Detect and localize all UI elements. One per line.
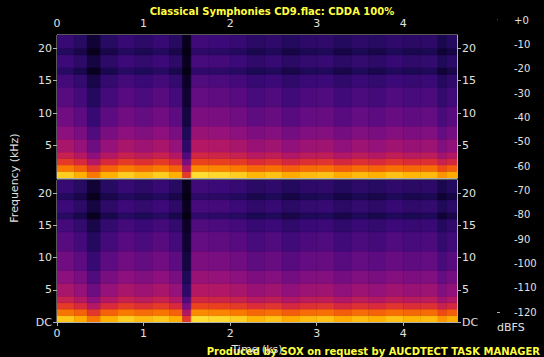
svg-text:10: 10 (462, 107, 476, 120)
svg-text:10: 10 (38, 251, 52, 264)
svg-text:10: 10 (462, 251, 476, 264)
svg-text:2: 2 (227, 17, 234, 30)
svg-text:-100: -100 (514, 258, 537, 269)
svg-text:5: 5 (45, 139, 52, 152)
svg-text:1: 1 (140, 17, 147, 30)
svg-text:dBFS: dBFS (497, 321, 525, 334)
svg-text:5: 5 (462, 139, 469, 152)
svg-text:5: 5 (462, 283, 469, 296)
svg-text:-40: -40 (514, 112, 530, 123)
svg-text:-120: -120 (514, 307, 537, 318)
svg-text:0: 0 (54, 17, 61, 30)
svg-text:-80: -80 (514, 209, 530, 220)
svg-text:15: 15 (38, 74, 52, 87)
svg-text:+0: +0 (514, 15, 529, 26)
svg-text:0: 0 (54, 327, 61, 340)
svg-text:3: 3 (313, 327, 320, 340)
svg-text:Frequency (kHz): Frequency (kHz) (8, 133, 21, 222)
svg-text:20: 20 (462, 187, 476, 200)
svg-text:4: 4 (400, 327, 407, 340)
svg-text:-10: -10 (514, 39, 530, 50)
svg-text:Time (ks): Time (ks) (230, 343, 282, 356)
svg-text:Classical Symphonies CD9.flac:: Classical Symphonies CD9.flac: CDDA 100% (150, 6, 395, 17)
svg-text:-70: -70 (514, 185, 530, 196)
svg-text:-60: -60 (514, 161, 530, 172)
svg-text:20: 20 (38, 187, 52, 200)
svg-text:5: 5 (45, 283, 52, 296)
svg-text:10: 10 (38, 107, 52, 120)
svg-text:3: 3 (313, 17, 320, 30)
svg-text:4: 4 (400, 17, 407, 30)
svg-text:Produced by SOX on request by: Produced by SOX on request by AUCDTECT T… (206, 345, 540, 357)
svg-text:2: 2 (227, 327, 234, 340)
svg-text:-30: -30 (514, 88, 530, 99)
svg-text:15: 15 (38, 219, 52, 232)
svg-text:20: 20 (38, 42, 52, 55)
svg-text:15: 15 (462, 74, 476, 87)
svg-text:-50: -50 (514, 136, 530, 147)
svg-text:-110: -110 (514, 282, 537, 293)
svg-text:DC: DC (36, 316, 52, 329)
svg-text:1: 1 (140, 327, 147, 340)
svg-text:DC: DC (462, 316, 478, 329)
svg-text:-20: -20 (514, 63, 530, 74)
svg-text:20: 20 (462, 42, 476, 55)
svg-text:-90: -90 (514, 234, 530, 245)
svg-text:15: 15 (462, 219, 476, 232)
